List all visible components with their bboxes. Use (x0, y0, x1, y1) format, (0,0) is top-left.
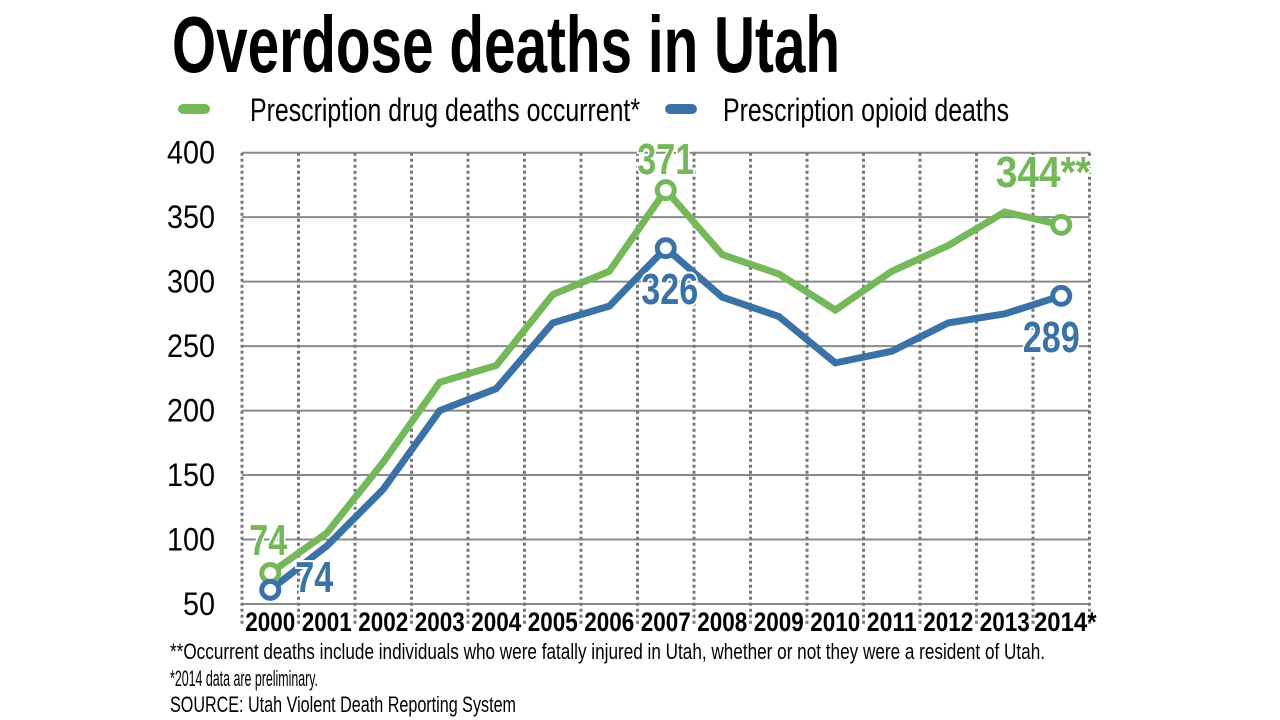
data-point-marker (259, 578, 282, 601)
data-label: 74 (295, 553, 333, 602)
y-tick-label: 250 (167, 328, 215, 364)
footnote-occurrent: **Occurrent deaths include individuals w… (170, 639, 1045, 664)
footnote-source: SOURCE: Utah Violent Death Reporting Sys… (170, 692, 516, 717)
data-label: 289 (1023, 313, 1080, 362)
grid (240, 151, 1091, 626)
data-label: 74 (249, 516, 287, 565)
x-tick-label: 2011 (867, 607, 917, 637)
x-tick-label: 2009 (754, 607, 804, 637)
x-tick-label: 2007 (641, 607, 691, 637)
y-tick-label: 150 (167, 457, 215, 493)
y-tick-label: 400 (167, 135, 215, 171)
x-tick-label: 2008 (697, 607, 747, 637)
x-tick-label: 2003 (415, 607, 465, 637)
x-tick-label: 2000 (245, 607, 295, 637)
data-label: 344** (996, 148, 1092, 197)
x-tick-label: 2006 (584, 607, 634, 637)
legend: Prescription drug deaths occurrent* Pres… (178, 92, 1009, 128)
y-tick-label: 100 (167, 522, 215, 558)
series-lines (259, 179, 1073, 601)
y-axis: 400 350 300 250 200 150 100 50 (167, 135, 215, 622)
y-tick-label: 350 (167, 199, 215, 235)
y-tick-label: 300 (167, 264, 215, 300)
data-point-marker (1050, 213, 1073, 236)
data-point-marker (1050, 284, 1073, 307)
legend-label-prescription-opioid: Prescription opioid deaths (723, 92, 1009, 128)
x-tick-label: 2014* (1034, 607, 1097, 637)
y-tick-label: 50 (183, 586, 215, 622)
x-tick-label: 2002 (358, 607, 408, 637)
data-point-marker (654, 237, 677, 260)
x-tick-label: 2013 (980, 607, 1030, 637)
x-axis: 2000 2001 2002 2003 2004 2005 2006 2007 2008 2009… (245, 607, 1097, 637)
x-tick-label: 2001 (302, 607, 352, 637)
data-label: 371 (637, 135, 694, 184)
x-tick-label: 2010 (810, 607, 860, 637)
footnotes: **Occurrent deaths include individuals w… (170, 639, 1045, 717)
chart-title: Overdose deaths in Utah (172, 0, 840, 89)
footnote-preliminary: *2014 data are preliminary. (170, 666, 318, 691)
legend-label-prescription-drug: Prescription drug deaths occurrent* (250, 92, 640, 128)
data-label: 326 (641, 265, 698, 314)
data-point-marker (654, 179, 677, 202)
x-tick-label: 2004 (471, 607, 521, 637)
x-tick-label: 2012 (923, 607, 973, 637)
y-tick-label: 200 (167, 393, 215, 429)
x-tick-label: 2005 (528, 607, 578, 637)
